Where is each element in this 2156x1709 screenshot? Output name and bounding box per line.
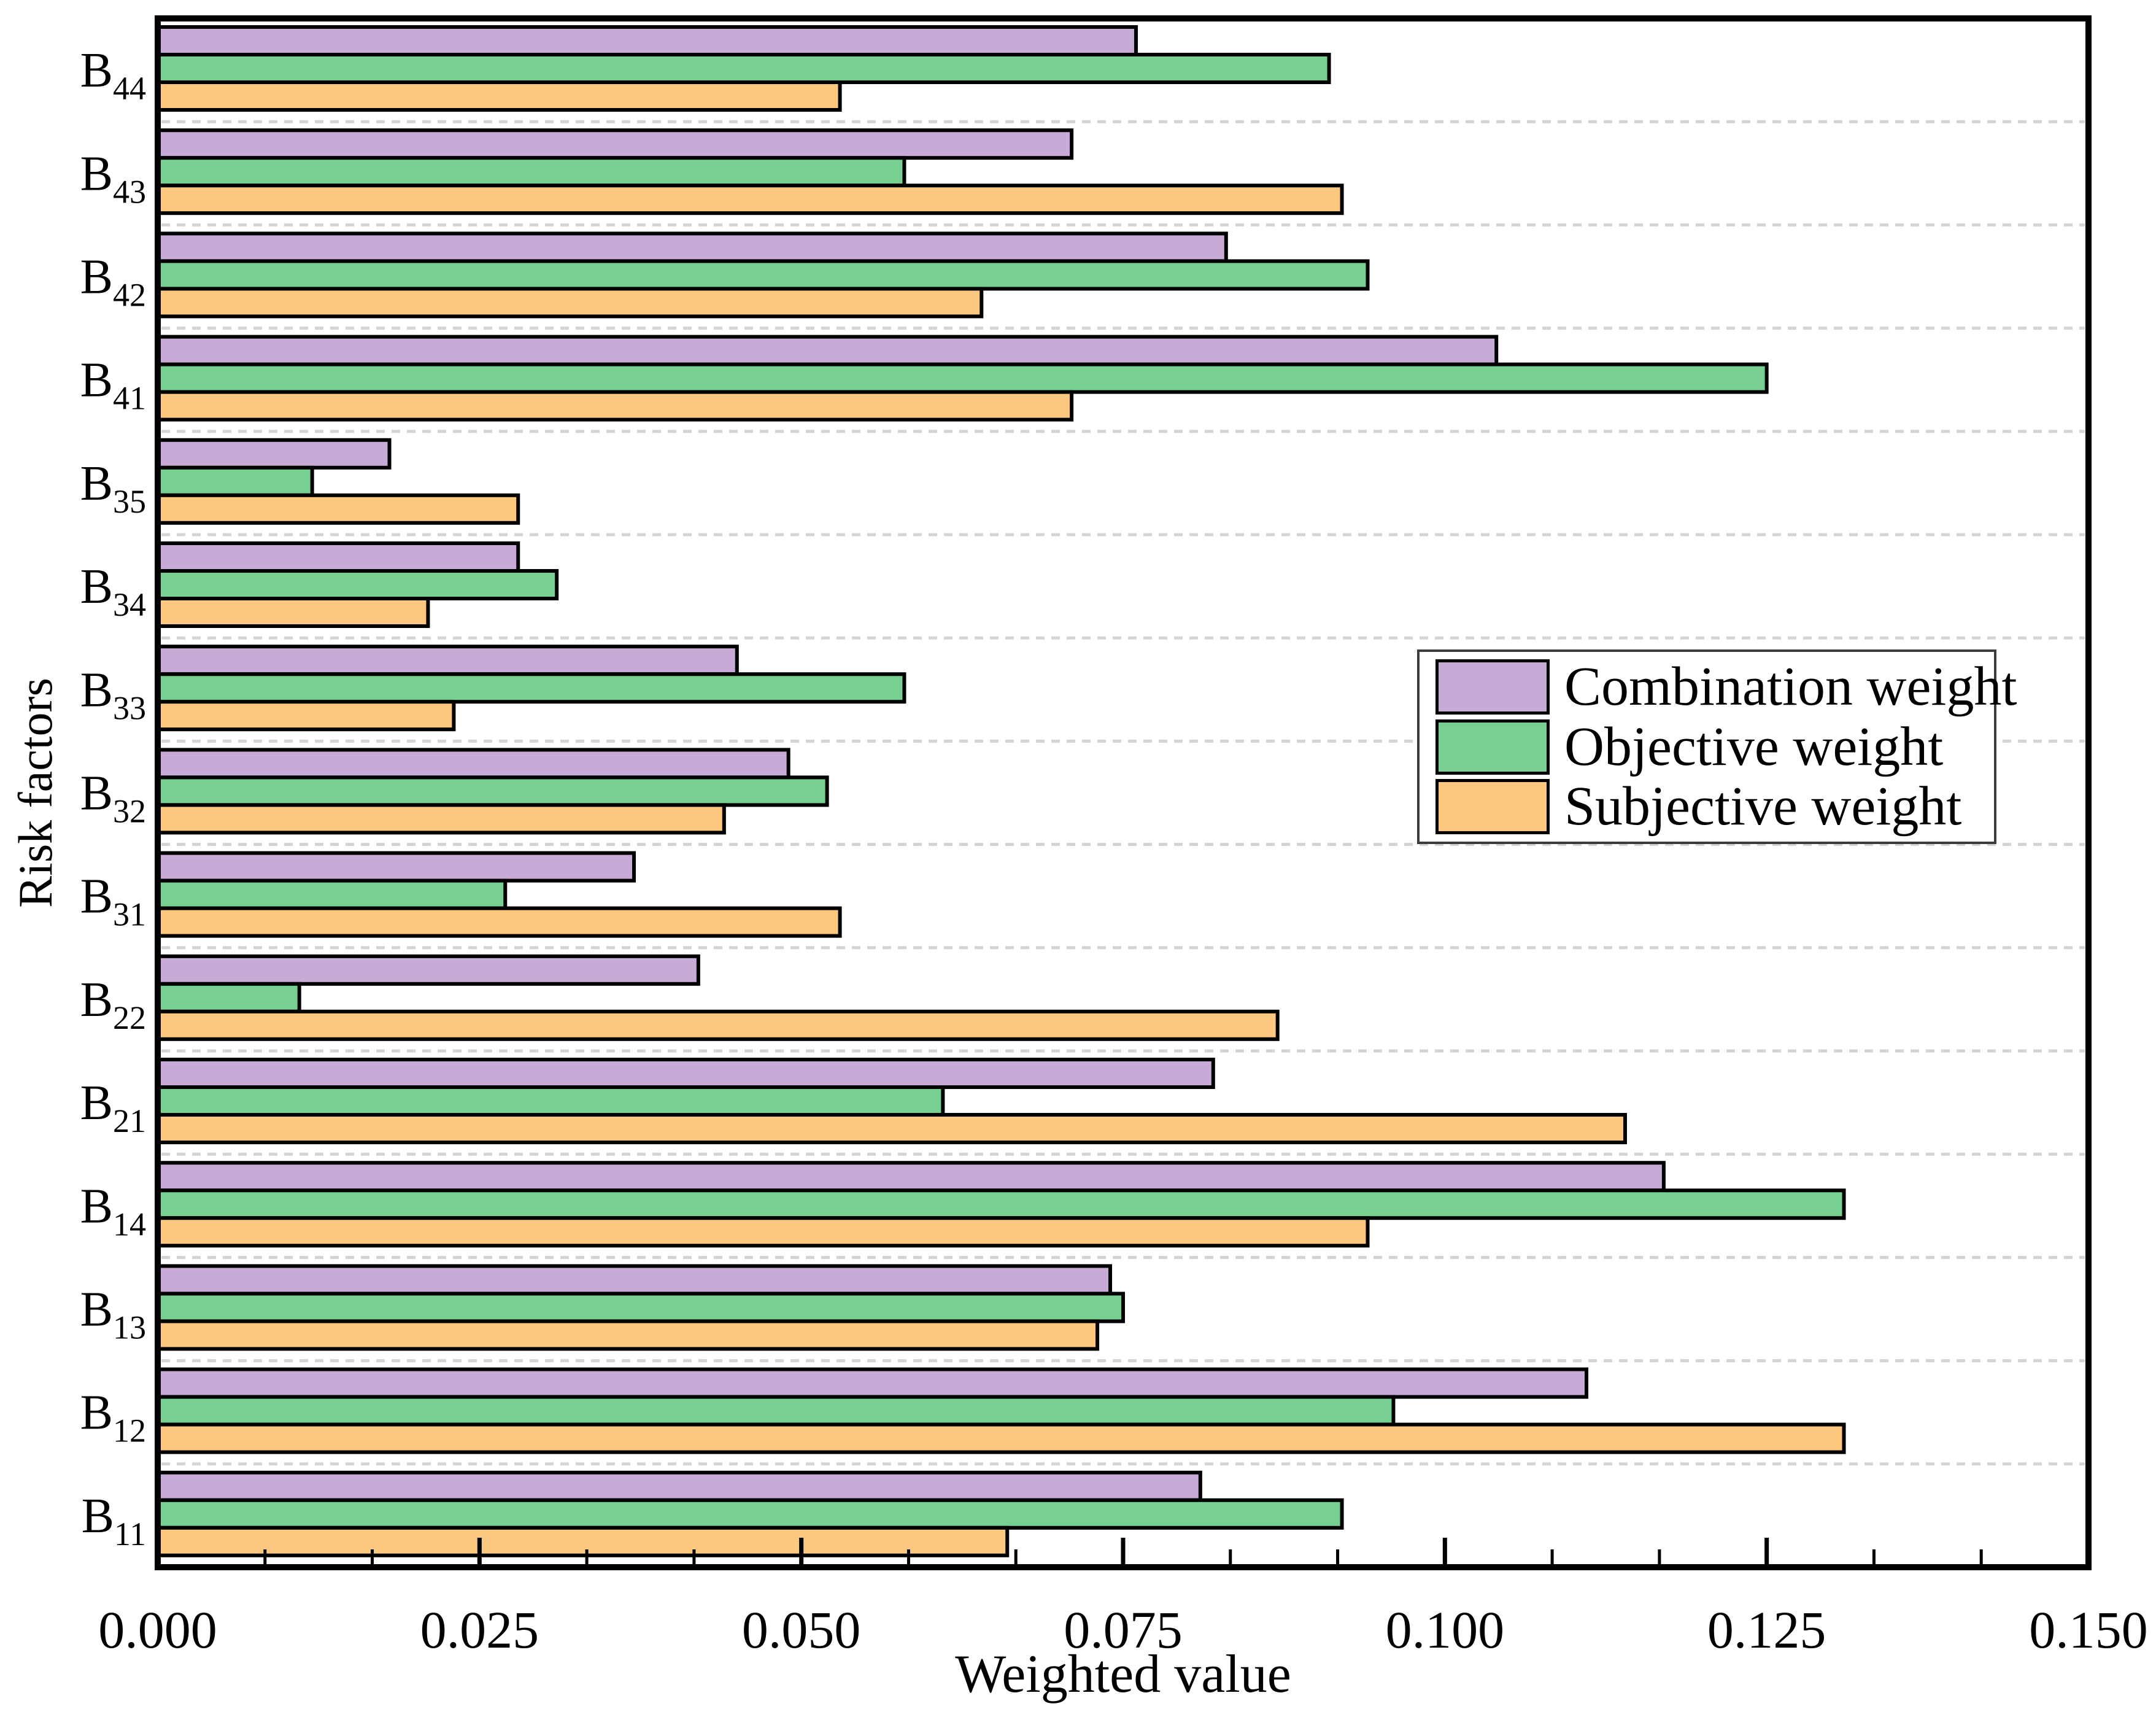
bar-B35-subjective bbox=[156, 493, 520, 525]
legend-item-objective: Objective weight bbox=[1435, 719, 1988, 775]
bar-B11-objective bbox=[156, 1498, 1344, 1530]
y-category-label-B43: B43 bbox=[80, 147, 146, 210]
bar-B43-subjective bbox=[156, 184, 1344, 215]
x-tick-label-0.075: 0.075 bbox=[1064, 1600, 1183, 1659]
bar-B14-subjective bbox=[156, 1216, 1370, 1248]
x-tick-label-0.150: 0.150 bbox=[2029, 1600, 2148, 1659]
bar-B35-combination bbox=[156, 438, 392, 470]
axis-text: 0.000 0.025 0.050 0.075 0.100 0.125 0.150 Weigh… bbox=[9, 44, 2148, 1704]
bar-B33-subjective bbox=[156, 700, 456, 732]
legend-label-subjective: Subjective weight bbox=[1564, 776, 1962, 837]
bar-B21-objective bbox=[156, 1085, 945, 1117]
bar-B44-combination bbox=[156, 25, 1138, 56]
bar-B43-combination bbox=[156, 128, 1074, 160]
combination-weight-swatch bbox=[1435, 659, 1550, 715]
bar-B41-combination bbox=[156, 335, 1499, 366]
bar-B44-objective bbox=[156, 53, 1331, 84]
bar-B31-combination bbox=[156, 851, 636, 883]
bar-B14-objective bbox=[156, 1188, 1846, 1220]
x-tick-label-0.000: 0.000 bbox=[98, 1600, 217, 1659]
bar-B33-objective bbox=[156, 672, 906, 704]
bar-B43-objective bbox=[156, 156, 906, 188]
bar-B41-subjective bbox=[156, 390, 1074, 422]
bar-B31-objective bbox=[156, 878, 508, 910]
bar-B34-objective bbox=[156, 569, 559, 600]
bar-B42-objective bbox=[156, 259, 1370, 291]
bar-B41-objective bbox=[156, 362, 1769, 394]
bar-B32-objective bbox=[156, 775, 829, 807]
x-axis-ticks bbox=[155, 1538, 2091, 1564]
bar-B13-subjective bbox=[156, 1319, 1100, 1351]
bar-B34-subjective bbox=[156, 597, 430, 628]
y-category-label-B33: B33 bbox=[80, 663, 146, 726]
x-tick-label-0.050: 0.050 bbox=[742, 1600, 861, 1659]
y-category-label-B34: B34 bbox=[80, 560, 146, 623]
y-category-label-B21: B21 bbox=[80, 1076, 146, 1139]
y-category-label-B44: B44 bbox=[80, 44, 146, 107]
bar-B21-combination bbox=[156, 1058, 1215, 1089]
legend-item-subjective: Subjective weight bbox=[1435, 779, 1988, 834]
bar-B13-objective bbox=[156, 1292, 1125, 1323]
bar-B14-combination bbox=[156, 1161, 1666, 1193]
y-category-label-B13: B13 bbox=[80, 1283, 146, 1346]
y-category-label-B22: B22 bbox=[80, 973, 146, 1036]
legend: Combination weight Objective weight Subj… bbox=[1417, 649, 2017, 844]
legend-label-objective: Objective weight bbox=[1564, 716, 1944, 777]
y-category-label-B12: B12 bbox=[80, 1386, 146, 1449]
bar-B42-subjective bbox=[156, 287, 984, 319]
bar-B12-combination bbox=[156, 1367, 1589, 1399]
y-category-label-B31: B31 bbox=[80, 870, 146, 933]
bar-B42-combination bbox=[156, 231, 1228, 263]
bar-B22-subjective bbox=[156, 1009, 1280, 1041]
bar-B11-subjective bbox=[156, 1525, 1010, 1557]
bar-B21-subjective bbox=[156, 1113, 1627, 1144]
legend-label-combination: Combination weight bbox=[1564, 656, 2017, 717]
objective-weight-swatch bbox=[1435, 719, 1550, 775]
bar-B35-objective bbox=[156, 465, 314, 497]
y-category-label-B41: B41 bbox=[80, 354, 146, 417]
bar-B11-combination bbox=[156, 1470, 1202, 1502]
bar-B32-subjective bbox=[156, 803, 726, 835]
y-axis-title: Risk factors bbox=[9, 678, 62, 908]
axes bbox=[155, 15, 2092, 1570]
bar-B33-combination bbox=[156, 645, 739, 676]
x-tick-label-0.025: 0.025 bbox=[420, 1600, 539, 1659]
subjective-weight-swatch bbox=[1435, 779, 1550, 834]
bar-B12-subjective bbox=[156, 1422, 1846, 1454]
bar-B34-combination bbox=[156, 541, 520, 573]
y-category-label-B35: B35 bbox=[80, 457, 146, 520]
y-category-label-B32: B32 bbox=[80, 767, 146, 830]
bar-B44-subjective bbox=[156, 80, 842, 112]
legend-item-combination: Combination weight bbox=[1435, 659, 2017, 715]
bar-B13-combination bbox=[156, 1264, 1113, 1296]
y-category-label-B11: B11 bbox=[82, 1489, 146, 1552]
x-tick-label-0.125: 0.125 bbox=[1707, 1600, 1826, 1659]
y-category-label-B42: B42 bbox=[80, 250, 146, 314]
bar-B22-combination bbox=[156, 954, 700, 986]
bar-B12-objective bbox=[156, 1395, 1396, 1427]
x-axis-title: Weighted value bbox=[955, 1645, 1291, 1704]
bar-B31-subjective bbox=[156, 906, 842, 938]
bar-B22-objective bbox=[156, 982, 301, 1013]
bar-B32-combination bbox=[156, 748, 790, 780]
x-tick-label-0.100: 0.100 bbox=[1386, 1600, 1505, 1659]
y-category-label-B14: B14 bbox=[80, 1179, 146, 1242]
